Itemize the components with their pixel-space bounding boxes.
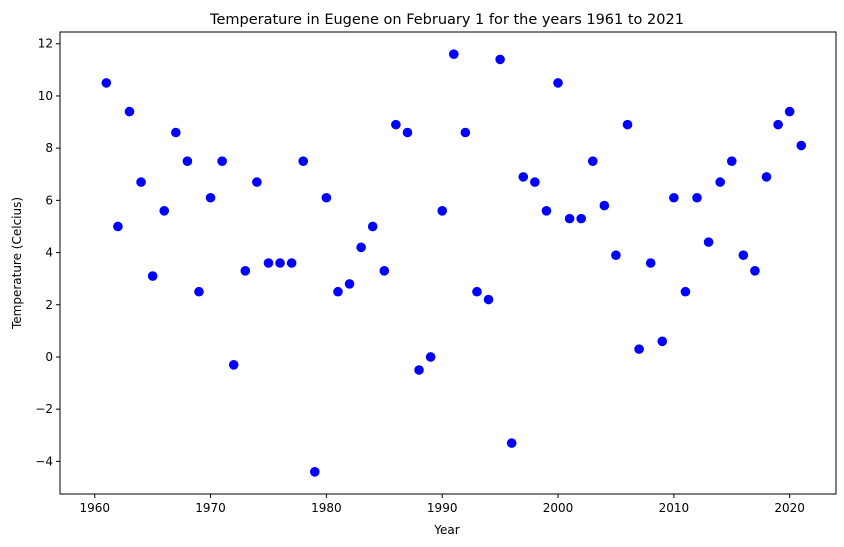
y-tick-label: 4 [45, 246, 53, 260]
y-tick-label: 0 [45, 350, 53, 364]
data-point [564, 213, 575, 224]
data-point [425, 352, 436, 362]
data-point [715, 177, 725, 187]
y-tick-label: 10 [38, 89, 53, 103]
data-point [553, 78, 563, 88]
data-point [171, 127, 181, 138]
data-point [576, 213, 586, 224]
data-point [217, 156, 227, 167]
x-tick-label: 1970 [195, 501, 226, 515]
x-tick-label: 2000 [543, 501, 574, 515]
y-axis: −4 −2 0 2 4 6 8 10 12 [35, 37, 60, 468]
x-tick-label: 1990 [427, 501, 458, 515]
data-point [147, 271, 158, 281]
data-point [367, 221, 378, 232]
data-point [518, 172, 529, 182]
data-point [761, 172, 772, 182]
x-tick-label: 2010 [659, 501, 690, 515]
data-point [495, 54, 505, 65]
data-point [645, 258, 656, 268]
data-point [680, 286, 691, 297]
data-point [587, 156, 598, 167]
data-point [692, 192, 702, 203]
data-point [159, 205, 170, 216]
data-point [437, 205, 448, 216]
plot-area: −4 −2 0 2 4 6 8 10 12 1960 1970 1980 1990 2000 2010 20… [35, 31, 837, 515]
data-point [796, 140, 807, 151]
data-point [356, 242, 366, 253]
y-tick-label: 12 [38, 37, 53, 51]
data-point [784, 106, 795, 117]
data-point [379, 266, 390, 276]
x-tick-label: 1960 [79, 501, 110, 515]
data-point [773, 119, 783, 130]
data-point [703, 237, 714, 247]
y-tick-label: −2 [35, 402, 53, 416]
data-points [101, 49, 807, 477]
data-point [182, 156, 193, 167]
data-point [101, 78, 112, 88]
data-point [333, 286, 343, 297]
data-point [321, 192, 332, 203]
data-point [286, 258, 297, 268]
data-point [472, 286, 482, 297]
y-tick-label: 2 [45, 298, 53, 312]
data-point [113, 221, 123, 232]
data-point [726, 156, 737, 167]
data-point [738, 250, 749, 260]
data-point [194, 286, 204, 297]
data-point [506, 438, 517, 448]
data-point [252, 177, 262, 187]
plot-frame [59, 31, 837, 495]
data-point [530, 177, 540, 187]
x-axis: 1960 1970 1980 1990 2000 2010 2020 [79, 494, 805, 515]
data-point [344, 279, 355, 289]
y-tick-label: −4 [35, 454, 53, 468]
data-point [483, 294, 494, 305]
data-point [657, 336, 668, 347]
data-point [611, 250, 621, 260]
data-point [298, 156, 309, 167]
data-point [622, 119, 633, 130]
x-axis-label: Year [433, 523, 459, 537]
data-point [448, 49, 459, 59]
data-point [263, 258, 274, 268]
data-point [124, 106, 135, 117]
data-point [391, 119, 401, 130]
data-point [460, 127, 471, 138]
data-point [669, 192, 679, 203]
data-point [205, 192, 216, 203]
x-tick-label: 2020 [774, 501, 805, 515]
data-point [541, 205, 552, 216]
data-point [634, 344, 644, 354]
data-point [599, 200, 610, 211]
y-tick-label: 6 [45, 193, 53, 207]
data-point [240, 266, 251, 276]
data-point [402, 127, 413, 138]
y-tick-label: 8 [45, 141, 53, 155]
chart-title: Temperature in Eugene on February 1 for … [209, 12, 684, 28]
data-point [310, 467, 320, 477]
data-point [136, 177, 146, 187]
x-tick-label: 1980 [311, 501, 342, 515]
data-point [275, 258, 285, 268]
data-point [228, 359, 239, 370]
y-axis-label: Temperature (Celcius) [10, 197, 24, 330]
data-point [414, 365, 424, 375]
data-point [750, 266, 760, 276]
